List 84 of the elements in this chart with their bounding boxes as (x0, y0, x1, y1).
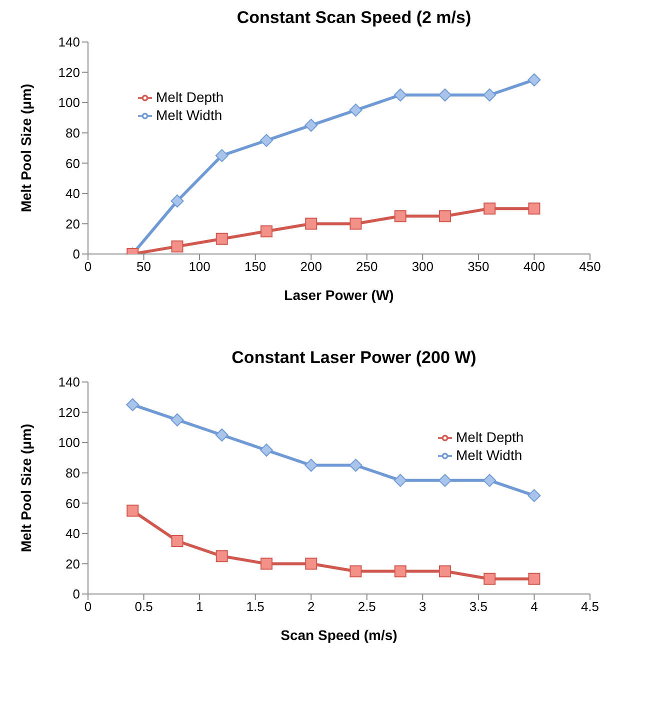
point (260, 134, 273, 147)
y-tick-label: 0 (72, 586, 80, 602)
point (171, 240, 184, 252)
x-tick-label: 100 (188, 259, 210, 274)
y-tick-label: 60 (66, 156, 80, 171)
point (350, 565, 362, 578)
point (304, 118, 318, 132)
point (170, 413, 184, 426)
legend-label: Melt Depth (156, 89, 224, 105)
point (484, 572, 496, 585)
x-tick-label: 1 (196, 599, 204, 614)
chart-title: Constant Laser Power (200 W) (230, 348, 478, 369)
point (349, 458, 362, 472)
y-tick-label: 20 (66, 556, 80, 572)
y-axis-title: Melt Pool Size (μm) (18, 424, 34, 552)
x-tick-label: 4 (530, 599, 538, 614)
point (304, 458, 318, 472)
y-tick-label: 100 (58, 95, 80, 110)
point (171, 535, 184, 547)
chart-title: Constant Scan Speed (2 m/s) (236, 8, 472, 29)
point (528, 489, 541, 502)
x-tick-label: 150 (244, 259, 266, 274)
point (483, 474, 496, 487)
point (260, 444, 273, 457)
legend-label: Melt Width (456, 447, 522, 463)
legend-label: Melt Width (156, 107, 222, 123)
y-axis-title: Melt Pool Size (μm) (18, 84, 34, 212)
x-tick-label: 1.5 (246, 599, 264, 614)
point (484, 202, 496, 215)
point (394, 88, 407, 102)
x-tick-label: 0 (84, 599, 92, 614)
x-tick-label: 3 (419, 599, 426, 614)
y-tick-label: 80 (66, 465, 80, 480)
y-tick-label: 140 (58, 34, 80, 50)
y-tick-label: 20 (66, 216, 80, 232)
point (394, 565, 406, 578)
y-tick-label: 0 (72, 246, 80, 262)
x-tick-label: 250 (356, 259, 378, 274)
x-tick-label: 4.5 (580, 599, 600, 614)
point (305, 558, 318, 570)
point (438, 210, 451, 222)
x-tick-label: 300 (412, 259, 434, 274)
x-tick-label: 400 (523, 259, 546, 274)
point (349, 104, 362, 117)
point (483, 88, 496, 102)
legend-label: Melt Depth (456, 429, 524, 445)
point (350, 218, 362, 230)
y-tick-label: 80 (66, 125, 80, 140)
y-tick-label: 60 (66, 496, 80, 511)
point (216, 232, 228, 245)
point (528, 73, 541, 86)
x-axis-title: Scan Speed (m/s) (280, 627, 398, 643)
x-tick-label: 350 (468, 259, 490, 274)
x-tick-label: 2.5 (358, 599, 376, 614)
y-tick-label: 40 (66, 186, 80, 202)
x-tick-label: 50 (136, 259, 152, 274)
point (528, 572, 540, 585)
point (260, 225, 272, 238)
point (126, 398, 140, 412)
y-tick-label: 120 (58, 404, 80, 420)
point (215, 149, 228, 162)
point (438, 565, 451, 578)
y-tick-label: 140 (58, 374, 80, 390)
point (305, 218, 318, 230)
point (260, 558, 272, 570)
x-tick-label: 0 (84, 259, 92, 274)
point (170, 194, 184, 208)
x-axis-title: Laser Power (W) (284, 287, 394, 303)
point (528, 202, 540, 215)
x-tick-label: 3.5 (469, 599, 488, 614)
point (216, 550, 228, 562)
point (215, 428, 228, 442)
x-tick-label: 200 (300, 259, 322, 274)
x-tick-label: 450 (579, 259, 601, 274)
point (438, 88, 452, 102)
point (394, 474, 407, 487)
y-tick-label: 120 (58, 64, 80, 80)
y-tick-label: 100 (58, 435, 80, 450)
x-tick-label: 0.5 (134, 599, 153, 614)
y-tick-label: 40 (66, 526, 80, 542)
point (126, 504, 139, 517)
x-tick-label: 2 (307, 599, 315, 614)
point (394, 210, 406, 222)
point (438, 474, 452, 487)
